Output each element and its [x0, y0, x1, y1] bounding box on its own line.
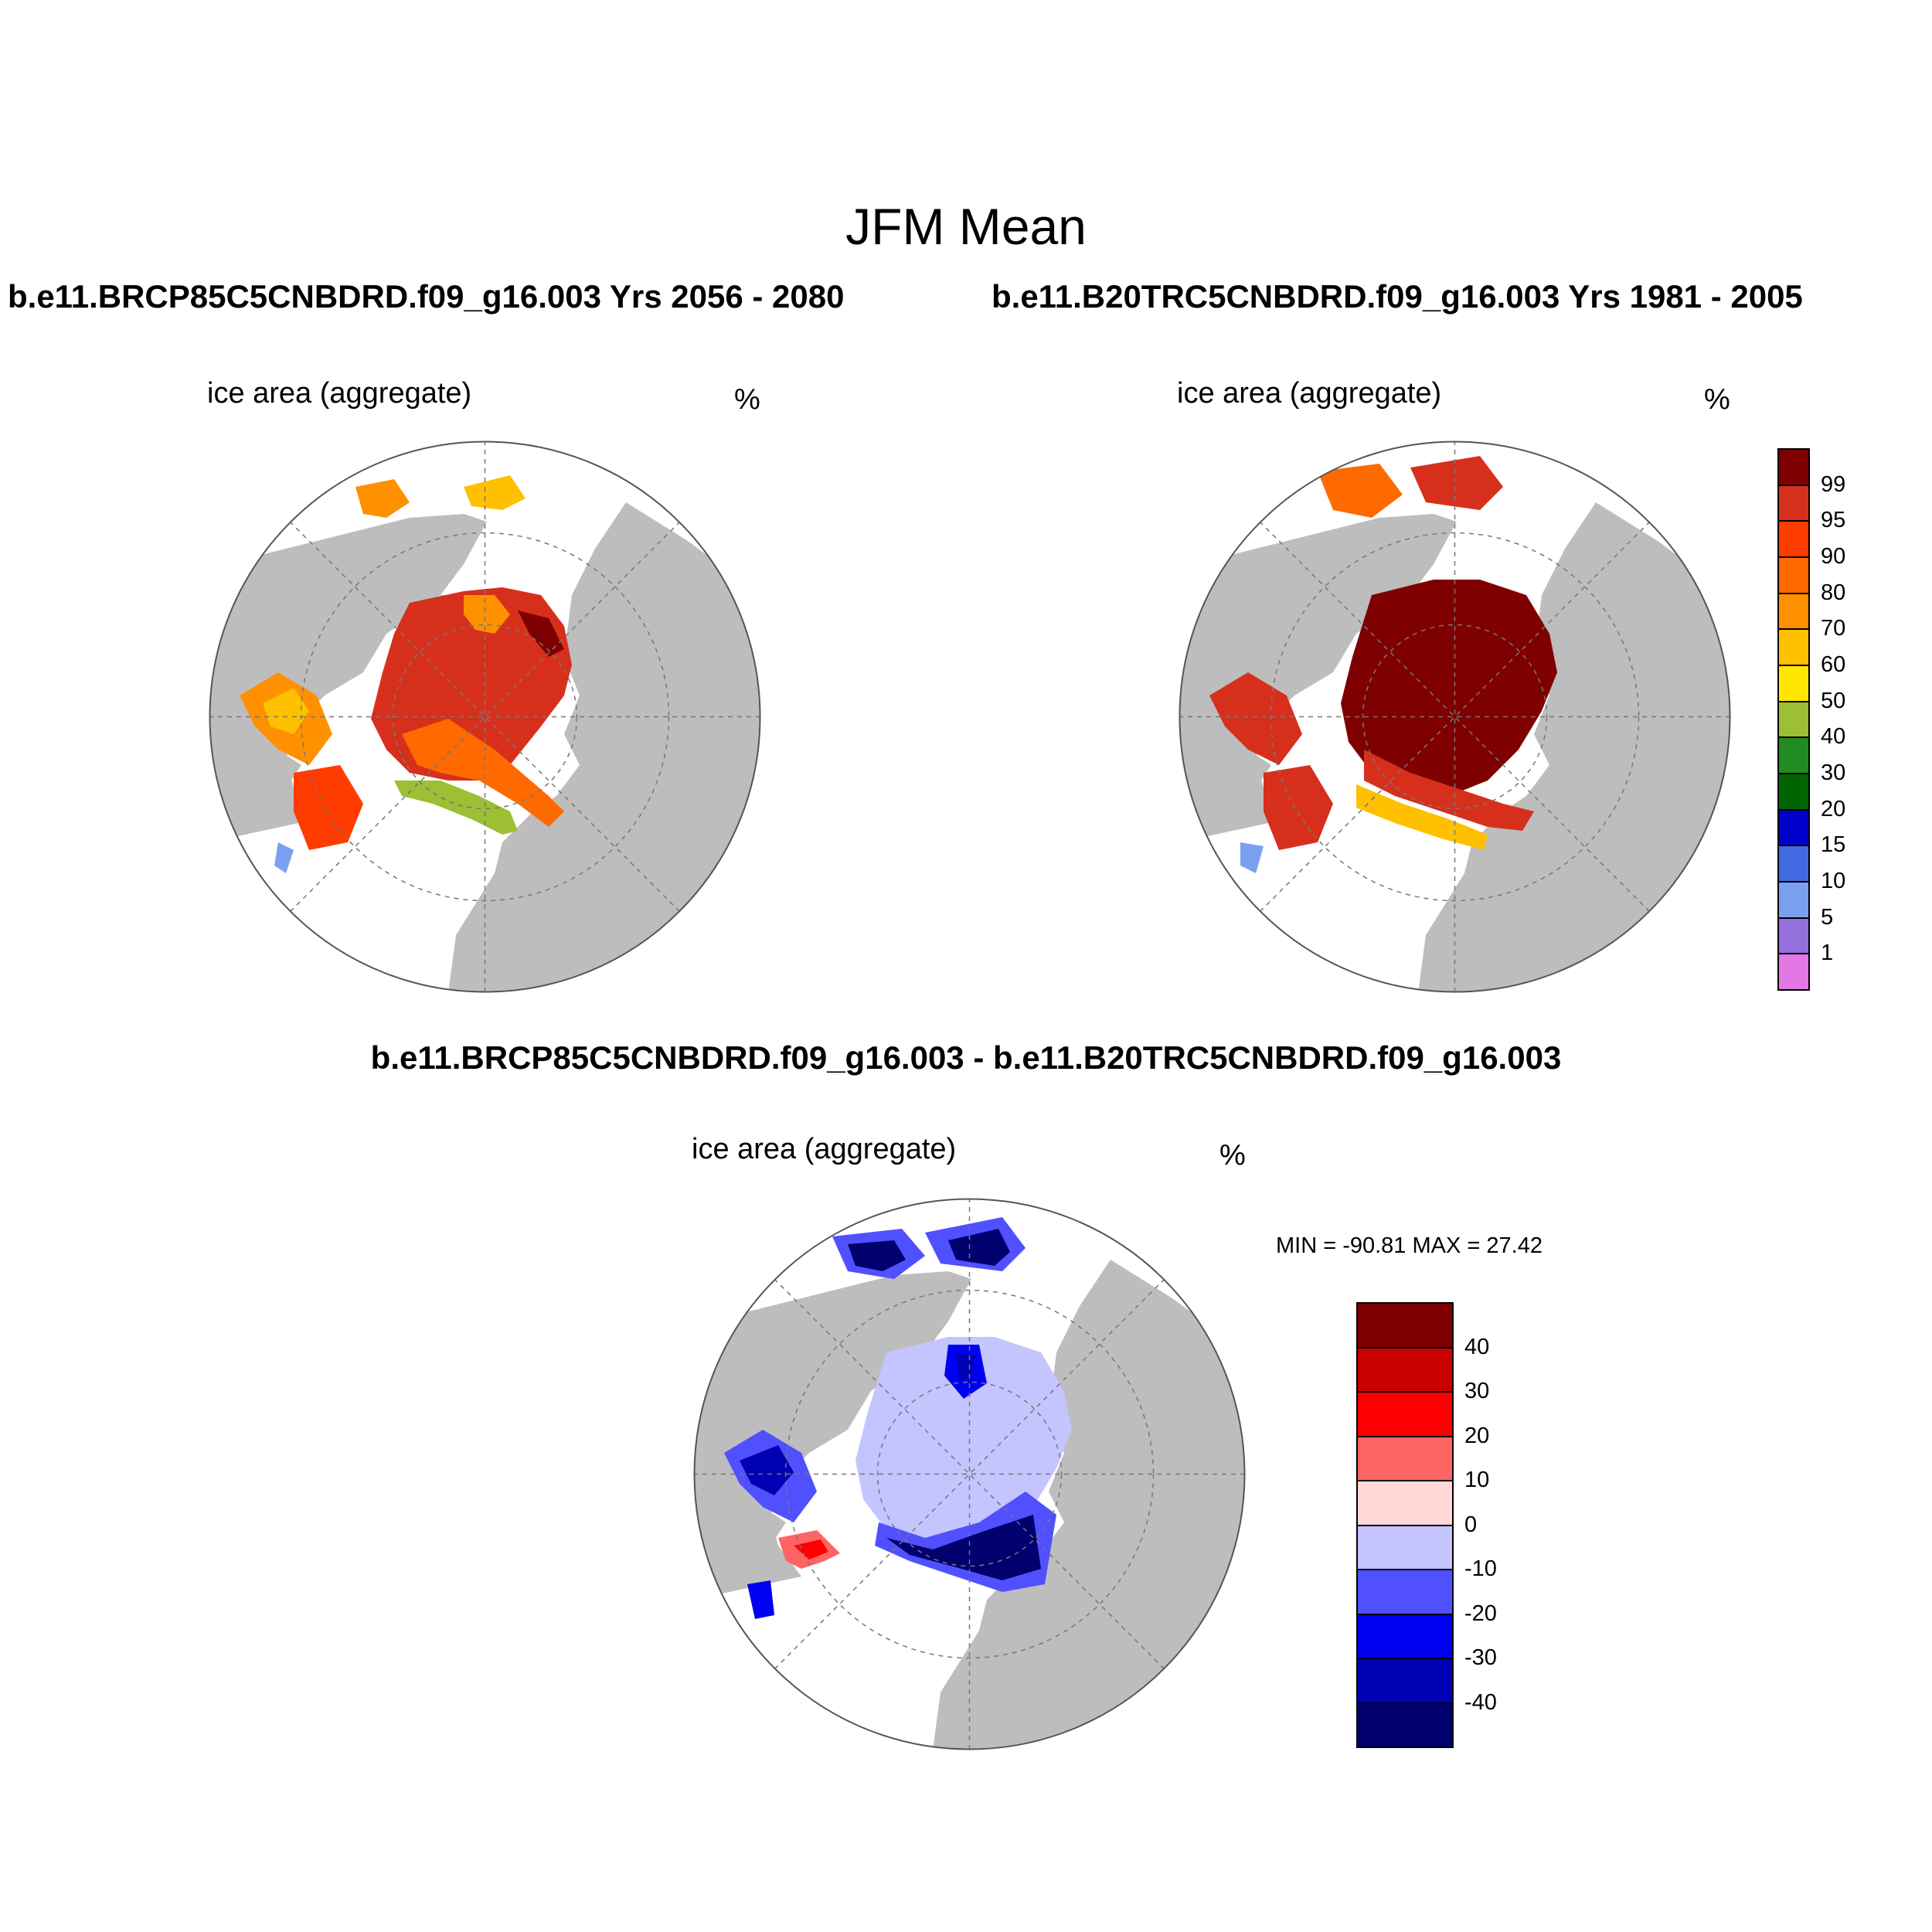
colorbar-swatch: [1777, 448, 1810, 486]
map-boundary: [1179, 440, 1731, 993]
colorbar-label: 70: [1821, 616, 1846, 641]
colorbar-label: 20: [1821, 796, 1846, 821]
colorbar-label: 30: [1821, 760, 1846, 785]
colorbar-swatch: [1777, 700, 1810, 739]
colorbar-swatch: [1777, 665, 1810, 702]
difference-title: b.e11.BRCP85C5CNBDRD.f09_g16.003 - b.e11…: [370, 1039, 1562, 1076]
colorbar-label: 10: [1821, 869, 1846, 893]
colorbar-swatch: [1356, 1346, 1454, 1393]
colorbar-swatch: [1356, 1658, 1454, 1704]
colorbar-label: -40: [1464, 1689, 1497, 1715]
colorbar-swatch: [1356, 1435, 1454, 1481]
colorbar-label: 15: [1821, 832, 1846, 858]
colorbar-swatch: [1356, 1524, 1454, 1570]
colorbar-swatch: [1777, 556, 1810, 594]
colorbar-swatch: [1777, 953, 1810, 991]
graticule: [209, 441, 760, 992]
colorbar-swatch: [1356, 1613, 1454, 1659]
colorbar-swatch: [1777, 808, 1810, 847]
panel-1-variable: ice area (aggregate): [207, 377, 472, 410]
figure-title: JFM Mean: [845, 198, 1087, 255]
colorbar-swatch: [1777, 592, 1810, 631]
colorbar-label: 90: [1821, 544, 1846, 569]
panel-1-units: %: [734, 383, 760, 416]
land-masses: [209, 502, 760, 992]
colorbar-swatch: [1356, 1391, 1454, 1437]
colorbar-absolute: 99 95 90 80 70 60 50 40 30 20 15 10 5 1: [1777, 448, 1862, 991]
colorbar-label: 60: [1821, 652, 1846, 677]
colorbar-label: 50: [1821, 688, 1846, 713]
colorbar-swatch: [1777, 881, 1810, 919]
colorbar-label: -30: [1464, 1645, 1497, 1670]
colorbar-swatch: [1777, 845, 1810, 883]
colorbar-swatch: [1777, 520, 1810, 558]
colorbar-swatch: [1356, 1480, 1454, 1526]
colorbar-label: 95: [1821, 508, 1846, 533]
colorbar-label: 0: [1464, 1512, 1478, 1537]
panel-right-title: b.e11.B20TRC5CNBDRD.f09_g16.003 Yrs 1981…: [992, 278, 1803, 315]
panel-2-units: %: [1704, 383, 1730, 416]
colorbar-swatch: [1356, 1569, 1454, 1615]
ice-field-1: [240, 475, 572, 873]
map-panel-difference: [693, 1198, 1246, 1750]
colorbar-swatch: [1777, 484, 1810, 522]
colorbar-label: 1: [1821, 940, 1834, 966]
ice-field-2: [1209, 456, 1557, 873]
panel-3-units: %: [1219, 1139, 1246, 1172]
panel-2-variable: ice area (aggregate): [1177, 377, 1442, 410]
colorbar-swatch: [1356, 1702, 1454, 1748]
colorbar-swatch: [1356, 1302, 1454, 1349]
map-panel-2: [1179, 440, 1731, 993]
panel-3-variable: ice area (aggregate): [692, 1133, 957, 1165]
colorbar-difference: 40 30 20 10 0 -10 -20 -30 -40: [1356, 1302, 1497, 1748]
colorbar-swatch: [1777, 917, 1810, 955]
colorbar-label: 99: [1821, 471, 1846, 497]
colorbar-label: 40: [1464, 1334, 1490, 1359]
graticule: [694, 1199, 1245, 1750]
difference-min-max: MIN = -90.81 MAX = 27.42: [1276, 1233, 1543, 1258]
panel-left-title: b.e11.BRCP85C5CNBDRD.f09_g16.003 Yrs 205…: [8, 278, 845, 315]
map-boundary: [209, 440, 761, 993]
colorbar-label: 40: [1821, 724, 1846, 750]
colorbar-label: 80: [1821, 580, 1846, 605]
colorbar-swatch: [1777, 736, 1810, 774]
map-panel-1: [209, 440, 761, 993]
graticule: [1179, 441, 1730, 992]
colorbar-label: 20: [1464, 1423, 1490, 1448]
colorbar-label: 5: [1821, 904, 1834, 930]
colorbar-label: 30: [1464, 1379, 1490, 1403]
map-boundary: [693, 1198, 1246, 1750]
colorbar-label: 10: [1464, 1468, 1490, 1492]
colorbar-label: -20: [1464, 1600, 1497, 1626]
colorbar-swatch: [1777, 628, 1810, 666]
difference-field: [724, 1217, 1072, 1619]
colorbar-label: -10: [1464, 1556, 1497, 1581]
colorbar-swatch: [1777, 773, 1810, 811]
